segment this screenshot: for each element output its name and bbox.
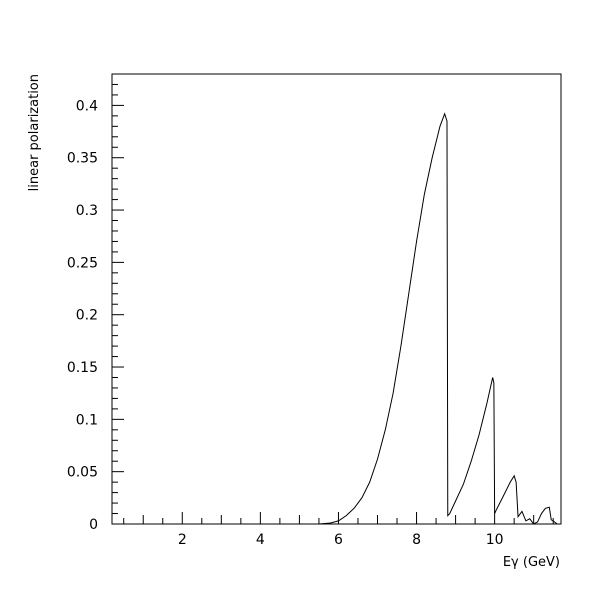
x-tick-label: 4 [256, 532, 265, 548]
x-axis-title: Eγ (GeV) [503, 555, 560, 570]
y-tick-label: 0.3 [76, 203, 98, 219]
polarization-curve [299, 112, 558, 525]
plot-frame [111, 73, 562, 525]
y-tick-label: 0.2 [76, 308, 98, 324]
x-axis-tick-labels: 2 4 6 8 10 [178, 532, 504, 548]
y-axis-tick-labels: 0 0.05 0.1 0.15 0.2 0.25 0.3 0.35 0.4 [67, 98, 98, 533]
x-tick-label: 6 [334, 532, 343, 548]
y-tick-label: 0.05 [67, 465, 98, 481]
y-axis-title: linear polarization [27, 74, 42, 191]
y-tick-label: 0 [89, 517, 98, 533]
y-axis-ticks [112, 73, 124, 525]
x-tick-label: 8 [412, 532, 421, 548]
x-tick-label: 2 [178, 532, 187, 548]
y-tick-label: 0.1 [76, 412, 98, 428]
y-tick-label: 0.15 [67, 360, 98, 376]
x-tick-label: 10 [486, 532, 504, 548]
y-tick-label: 0.35 [67, 151, 98, 167]
y-tick-label: 0.25 [67, 255, 98, 271]
y-tick-label: 0.4 [76, 98, 98, 114]
x-axis-ticks [123, 512, 554, 524]
